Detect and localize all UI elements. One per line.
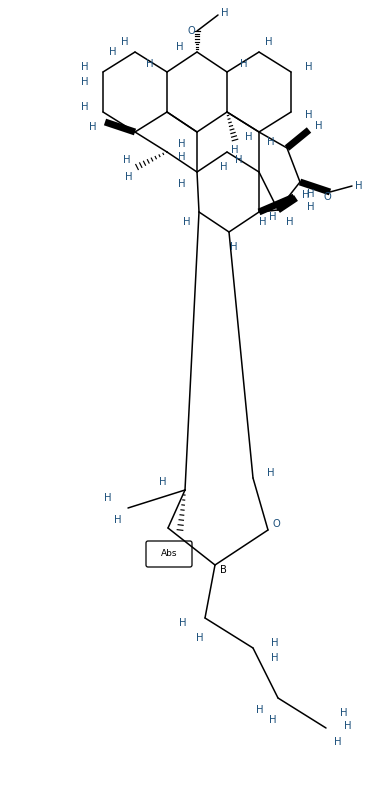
Text: H: H: [305, 110, 313, 120]
Text: H: H: [259, 217, 267, 227]
Text: H: H: [340, 708, 348, 718]
Text: H: H: [179, 618, 187, 628]
Text: H: H: [355, 181, 363, 191]
Text: H: H: [267, 468, 275, 478]
Text: B: B: [220, 565, 227, 575]
Text: O: O: [272, 519, 280, 529]
Text: H: H: [121, 37, 129, 47]
Text: O: O: [323, 192, 331, 202]
Text: H: H: [267, 137, 275, 147]
Text: H: H: [305, 62, 313, 72]
Text: H: H: [271, 638, 279, 648]
Text: H: H: [256, 705, 264, 715]
Text: H: H: [159, 477, 167, 487]
Text: H: H: [245, 132, 253, 142]
Text: H: H: [269, 212, 277, 222]
Text: H: H: [176, 42, 184, 52]
Text: O: O: [187, 26, 195, 36]
Text: H: H: [89, 122, 97, 132]
Text: H: H: [183, 217, 191, 227]
Text: H: H: [178, 139, 186, 149]
Text: H: H: [104, 493, 112, 503]
Text: H: H: [307, 202, 315, 212]
Text: H: H: [271, 653, 279, 663]
Text: H: H: [178, 152, 186, 162]
Text: H: H: [307, 189, 315, 199]
Text: Abs: Abs: [161, 549, 177, 559]
Text: H: H: [81, 102, 89, 112]
Text: H: H: [196, 633, 204, 643]
Text: H: H: [221, 8, 229, 18]
Text: H: H: [81, 77, 89, 87]
Text: H: H: [146, 59, 154, 69]
Text: H: H: [235, 155, 243, 165]
Text: H: H: [123, 155, 131, 165]
Text: H: H: [240, 59, 248, 69]
Text: H: H: [81, 62, 89, 72]
Text: H: H: [220, 162, 228, 172]
Text: H: H: [344, 721, 352, 731]
Text: H: H: [302, 190, 310, 200]
Text: H: H: [286, 217, 294, 227]
Text: H: H: [109, 47, 117, 57]
FancyBboxPatch shape: [146, 541, 192, 567]
Text: H: H: [230, 242, 238, 252]
Text: H: H: [334, 737, 342, 747]
Text: H: H: [265, 37, 273, 47]
Text: H: H: [269, 715, 277, 725]
Text: H: H: [178, 179, 186, 189]
Text: H: H: [315, 121, 323, 131]
Text: H: H: [125, 172, 133, 182]
Text: H: H: [114, 515, 122, 525]
Text: H: H: [231, 145, 239, 155]
